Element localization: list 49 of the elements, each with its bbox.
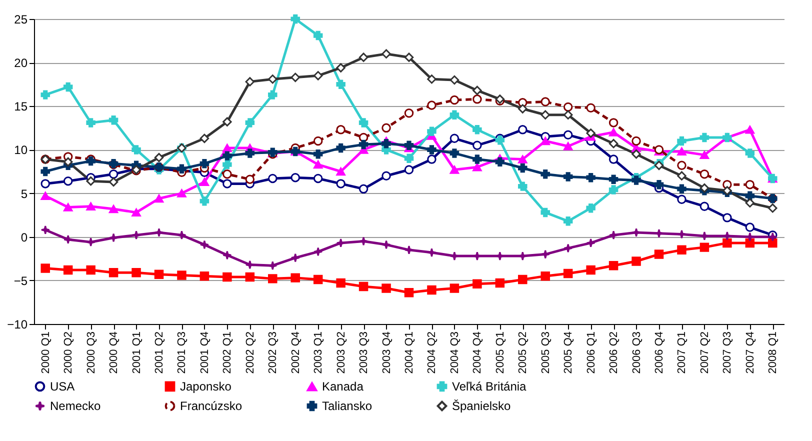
legend-label: Kanada xyxy=(322,380,364,394)
x-tick-label: 2001 Q4 xyxy=(198,332,211,374)
x-tick-label: 2003 Q3 xyxy=(358,332,370,374)
x-tick-label: 2002 Q1 xyxy=(222,332,234,374)
x-tick-label: 2003 Q4 xyxy=(380,332,393,374)
legend-label: Veľká Británia xyxy=(452,379,527,394)
legend-label: USA xyxy=(50,379,75,394)
x-tick-label: 2007 Q3 xyxy=(722,332,734,374)
x-tick-label: 2004 Q4 xyxy=(472,332,484,374)
x-tick-label: 2007 Q2 xyxy=(698,332,711,374)
x-tick-label: 2004 Q1 xyxy=(404,332,416,374)
x-tick-label: 2002 Q3 xyxy=(267,332,280,374)
x-tick-label: 2004 Q3 xyxy=(448,332,461,374)
x-tick-label: 2000 Q2 xyxy=(62,332,75,374)
legend-label: Španielsko xyxy=(452,399,512,413)
x-tick-label: 2001 Q1 xyxy=(130,332,143,374)
x-tick-label: 2001 Q2 xyxy=(154,332,166,374)
x-tick-label: 2005 Q1 xyxy=(494,332,506,374)
y-tick-label: 25 xyxy=(14,12,28,26)
legend-label: Japonsko xyxy=(180,379,232,394)
x-tick-label: 2005 Q2 xyxy=(517,332,530,374)
x-tick-label: 2000 Q3 xyxy=(85,332,98,374)
x-tick-label: 2003 Q1 xyxy=(312,332,325,374)
x-tick-label: 2000 Q4 xyxy=(108,332,120,374)
x-tick-label: 2002 Q2 xyxy=(244,332,256,374)
x-tick-label: 2005 Q4 xyxy=(562,332,575,374)
y-tick-label: −10 xyxy=(7,318,28,332)
x-tick-label: 2006 Q1 xyxy=(585,332,598,374)
x-tick-label: 2002 Q4 xyxy=(290,332,302,374)
x-tick-label: 2003 Q2 xyxy=(335,332,348,374)
y-tick-label: 0 xyxy=(20,230,28,244)
y-tick-label: 5 xyxy=(20,186,28,201)
legend-label: Taliansko xyxy=(322,399,372,413)
x-tick-label: 2007 Q1 xyxy=(676,332,688,374)
x-tick-label: 2006 Q4 xyxy=(654,332,666,374)
x-tick-label: 2001 Q3 xyxy=(176,332,188,374)
y-tick-label: 10 xyxy=(14,143,28,158)
x-tick-label: 2006 Q3 xyxy=(630,332,643,374)
x-tick-label: 2008 Q1 xyxy=(767,332,780,374)
y-tick-label: 15 xyxy=(14,100,28,114)
x-tick-label: 2000 Q1 xyxy=(40,332,52,374)
x-tick-label: 2005 Q3 xyxy=(540,332,552,374)
x-tick-label: 2004 Q2 xyxy=(426,332,438,374)
x-tick-label: 2006 Q2 xyxy=(608,332,620,374)
y-tick-label: 20 xyxy=(14,56,28,70)
legend-label: Nemecko xyxy=(50,399,102,413)
legend-label: Francúzsko xyxy=(180,399,242,413)
x-tick-label: 2007 Q4 xyxy=(744,332,756,374)
y-tick-label: −5 xyxy=(14,274,28,288)
